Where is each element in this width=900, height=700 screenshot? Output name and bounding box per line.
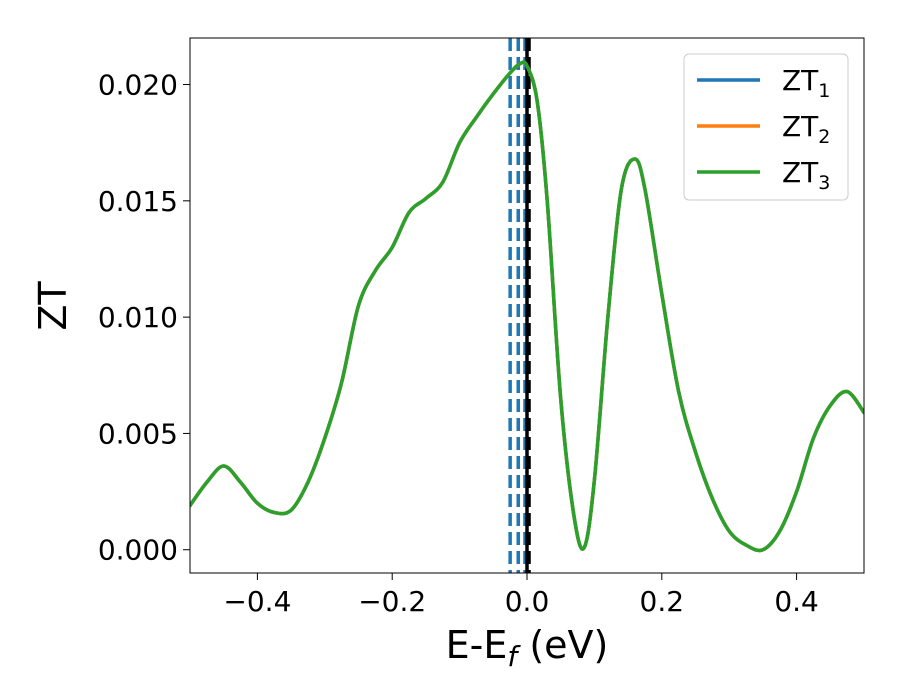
legend-label-1: ZT1	[782, 64, 830, 102]
legend-box	[683, 53, 849, 201]
x-axis: −0.4 −0.2 0.0 0.2 0.4	[223, 573, 819, 618]
y-tick-label: 0.010	[98, 301, 178, 334]
y-axis-title: ZT	[31, 281, 75, 331]
reference-lines	[508, 38, 531, 573]
y-axis: 0.000 0.005 0.010 0.015 0.020	[98, 69, 190, 567]
x-tick-label: 0.4	[774, 585, 819, 618]
series-lines	[190, 60, 864, 553]
legend-label-2: ZT2	[782, 110, 830, 148]
x-axis-title: E-Ef (eV)	[446, 623, 609, 673]
x-tick-label: −0.2	[358, 585, 426, 618]
y-tick-label: 0.020	[98, 69, 178, 102]
legend-label-3: ZT3	[782, 156, 830, 194]
y-tick-label: 0.000	[98, 534, 178, 567]
x-tick-label: 0.0	[505, 585, 550, 618]
series-line-3	[190, 60, 864, 553]
x-tick-label: 0.2	[640, 585, 685, 618]
legend: ZT1 ZT2 ZT3	[683, 53, 849, 201]
y-tick-label: 0.005	[98, 417, 178, 450]
y-tick-label: 0.015	[98, 185, 178, 218]
x-tick-label: −0.4	[223, 585, 291, 618]
